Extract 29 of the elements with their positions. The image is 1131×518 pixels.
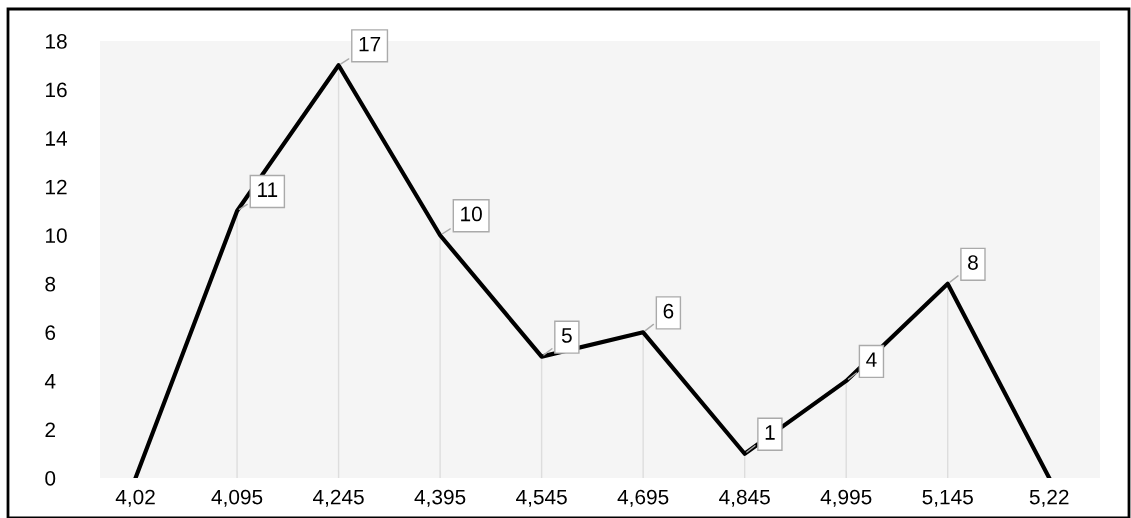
- data-label: 8: [968, 255, 978, 270]
- y-tick-label: 8: [45, 276, 56, 292]
- y-tick-label: 4: [44, 374, 56, 389]
- line-series: [133, 63, 1052, 478]
- x-tick-label: 4,395: [414, 489, 466, 507]
- x-tick-label: 4,245: [312, 489, 364, 507]
- y-tick-label: 10: [46, 228, 67, 243]
- data-label: 4: [866, 352, 877, 367]
- x-tick-label: 4,545: [516, 489, 567, 507]
- y-tick-label: 16: [46, 82, 67, 98]
- data-label: 6: [663, 303, 674, 319]
- data-label: 5: [561, 328, 572, 343]
- y-tick-label: 12: [46, 179, 67, 195]
- data-label: 17: [359, 36, 381, 52]
- y-tick-label: 0: [45, 471, 56, 486]
- x-tick-label: 4,995: [820, 489, 872, 507]
- y-tick-label: 14: [46, 131, 68, 146]
- x-tick-label: 4,695: [617, 489, 669, 507]
- x-tick-label: 5,145: [922, 489, 973, 507]
- x-tick-label: 4,845: [719, 489, 770, 507]
- y-tick-label: 6: [45, 325, 56, 341]
- y-tick-label: 18: [46, 34, 67, 49]
- y-tick-label: 2: [45, 422, 55, 437]
- data-label: 1: [765, 425, 775, 440]
- x-tick-label: 4,095: [211, 489, 263, 507]
- data-label: 11: [258, 182, 278, 197]
- data-label: 10: [461, 206, 482, 222]
- x-tick-label: 4,02: [115, 489, 155, 507]
- x-tick-label: 5,22: [1029, 489, 1069, 507]
